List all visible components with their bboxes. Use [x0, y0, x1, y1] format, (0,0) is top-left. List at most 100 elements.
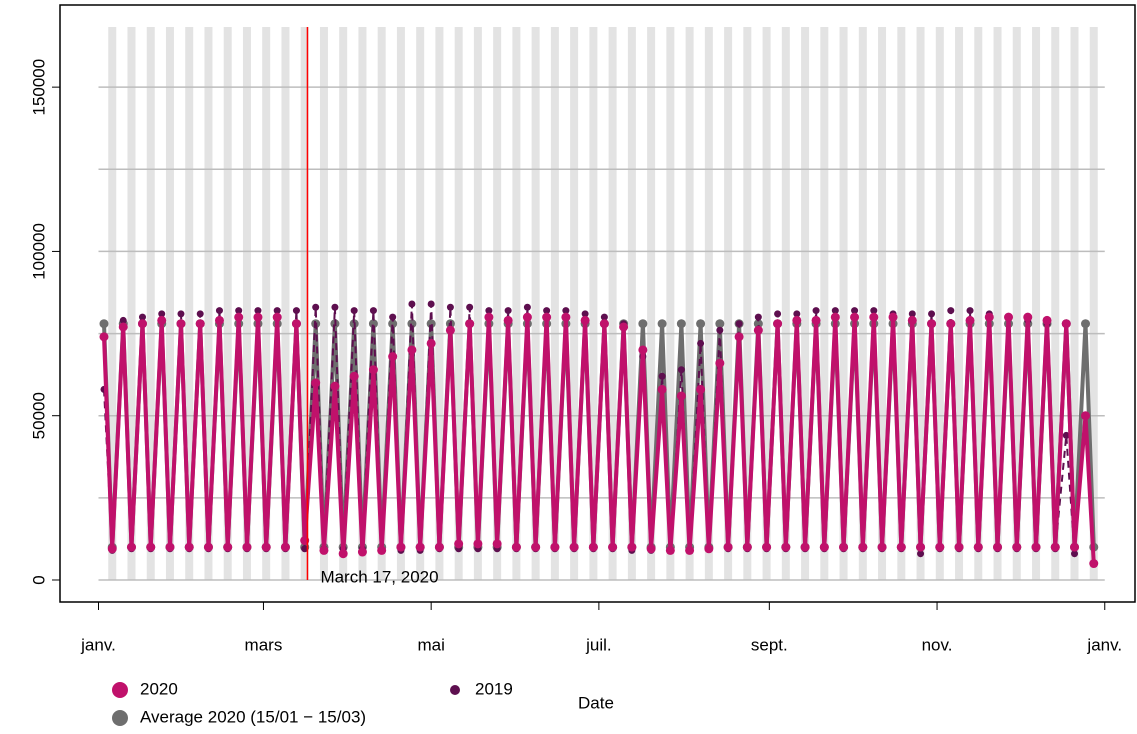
- weekend-band: [281, 27, 290, 580]
- data-point: [242, 542, 252, 552]
- data-point: [253, 312, 263, 322]
- x-tick-label: sept.: [751, 635, 788, 654]
- weekend-band: [319, 27, 328, 580]
- legend-marker: [112, 682, 128, 698]
- data-point: [311, 378, 321, 388]
- data-point: [165, 542, 175, 552]
- data-point: [280, 542, 290, 552]
- data-point: [445, 325, 455, 335]
- data-point: [273, 307, 281, 315]
- data-point: [869, 312, 879, 322]
- data-point: [1081, 319, 1091, 329]
- weekend-band: [1089, 27, 1098, 580]
- weekend-band: [396, 27, 405, 580]
- data-point: [1050, 542, 1060, 552]
- weekend-band: [435, 27, 444, 580]
- x-axis-label: Date: [578, 693, 614, 712]
- y-tick-label: 0: [29, 575, 48, 584]
- weekend-band: [1051, 27, 1060, 580]
- data-point: [877, 542, 887, 552]
- legend-label: 2020: [140, 679, 178, 698]
- weekend-band: [339, 27, 348, 580]
- data-point: [947, 307, 955, 315]
- weekend-band: [416, 27, 425, 580]
- data-point: [928, 310, 936, 318]
- weekend-band: [300, 27, 309, 580]
- data-point: [916, 542, 926, 552]
- data-point: [466, 303, 474, 311]
- data-point: [658, 372, 666, 380]
- annotation-label: March 17, 2020: [320, 567, 438, 586]
- weekend-band: [608, 27, 617, 580]
- data-point: [581, 310, 589, 318]
- weekend-band: [839, 27, 848, 580]
- data-point: [619, 322, 629, 332]
- data-point: [330, 381, 340, 391]
- weekend-band: [743, 27, 752, 580]
- data-point: [543, 307, 551, 315]
- legend-marker: [112, 710, 128, 726]
- data-point: [511, 542, 521, 552]
- data-point: [531, 542, 541, 552]
- weekend-band: [242, 27, 251, 580]
- data-point: [723, 542, 733, 552]
- data-point: [427, 300, 435, 308]
- data-point: [369, 307, 377, 315]
- weekend-band: [897, 27, 906, 580]
- data-point: [888, 312, 898, 322]
- data-point: [1089, 559, 1099, 569]
- weekend-band: [493, 27, 502, 580]
- data-point: [415, 542, 425, 552]
- data-point: [214, 315, 224, 325]
- data-point: [685, 545, 695, 555]
- weekend-bands: [108, 27, 1098, 580]
- data-point: [272, 312, 282, 322]
- data-point: [235, 307, 243, 315]
- data-point: [292, 307, 300, 315]
- data-point: [119, 316, 127, 324]
- x-tick-label: nov.: [922, 635, 953, 654]
- data-point: [396, 542, 406, 552]
- data-point: [812, 307, 820, 315]
- data-point: [126, 542, 136, 552]
- data-point: [819, 542, 829, 552]
- data-point: [137, 319, 147, 329]
- weekend-band: [820, 27, 829, 580]
- data-point: [753, 325, 763, 335]
- data-point: [657, 319, 667, 329]
- data-point: [839, 542, 849, 552]
- data-point: [1023, 312, 1033, 322]
- data-point: [99, 332, 109, 342]
- data-point: [870, 307, 878, 315]
- data-point: [735, 320, 743, 328]
- weekend-band: [724, 27, 733, 580]
- data-point: [734, 332, 744, 342]
- data-point: [638, 345, 648, 355]
- data-point: [389, 313, 397, 321]
- y-tick-label: 50000: [29, 392, 48, 439]
- data-point: [522, 312, 532, 322]
- data-point: [1071, 550, 1079, 558]
- data-point: [1004, 312, 1014, 322]
- data-point: [831, 307, 839, 315]
- data-point: [580, 315, 590, 325]
- data-point: [657, 384, 667, 394]
- data-point: [677, 366, 685, 374]
- data-point: [850, 312, 860, 322]
- data-point: [261, 542, 271, 552]
- data-point: [646, 544, 656, 554]
- data-point: [157, 315, 167, 325]
- data-point: [917, 550, 925, 558]
- data-point: [158, 310, 166, 318]
- data-point: [1042, 315, 1052, 325]
- data-point: [716, 326, 724, 334]
- data-point: [1070, 542, 1080, 552]
- data-point: [562, 307, 570, 315]
- data-point: [753, 319, 763, 329]
- data-point: [600, 313, 608, 321]
- weekend-band: [1070, 27, 1079, 580]
- data-point: [927, 319, 937, 329]
- data-point: [368, 365, 378, 375]
- data-point: [896, 542, 906, 552]
- weekend-band: [550, 27, 559, 580]
